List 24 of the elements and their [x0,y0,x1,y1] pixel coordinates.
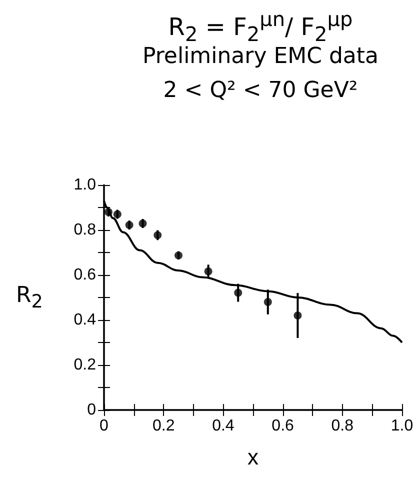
x-tick-label: 0.8 [331,418,354,434]
y-tick-label: 0.6 [74,266,96,284]
point [234,288,242,297]
x-tick-label: 1.0 [390,418,414,434]
x-tick-label: 0.6 [272,418,294,434]
chart-subtitle: Preliminary EMC data 2 < Q² < 70 GeV² [141,43,380,105]
x-axis-title: x [248,444,258,470]
y-tick-label: 0 [87,402,96,418]
point [264,298,272,306]
y-tick-label: 0.8 [74,222,96,238]
x-tick-label: 0.2 [152,418,175,434]
y-tick-label: 0.2 [74,356,96,374]
x-tick-label: 0.4 [212,418,234,434]
point [138,219,147,228]
point [113,210,122,218]
y-axis-title: R$_{2}$ [16,283,43,312]
point [294,312,302,320]
point [174,251,182,260]
x-tick-label: 0 [100,418,109,434]
y-tick-label: 0.4 [74,312,96,328]
point [125,221,134,230]
y-tick-label: 1.0 [74,176,96,194]
point [204,267,212,276]
point [154,231,162,240]
